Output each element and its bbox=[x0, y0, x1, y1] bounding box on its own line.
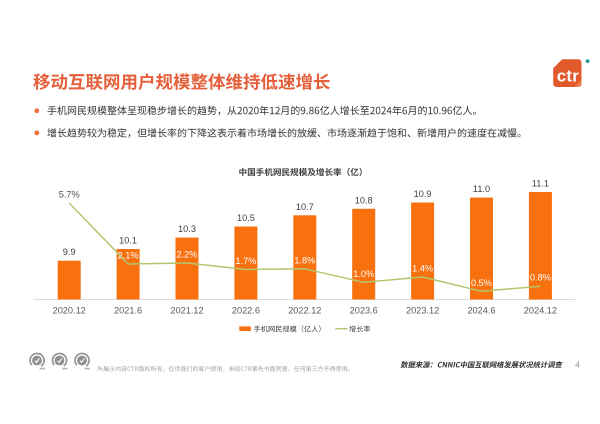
svg-text:11.0: 11.0 bbox=[473, 184, 490, 194]
svg-text:2021.12: 2021.12 bbox=[170, 305, 203, 315]
svg-text:0.5%: 0.5% bbox=[471, 278, 492, 288]
svg-text:2023.12: 2023.12 bbox=[406, 305, 439, 315]
svg-text:10.9: 10.9 bbox=[414, 189, 432, 199]
svg-text:2024.6: 2024.6 bbox=[467, 305, 495, 315]
svg-text:2022.12: 2022.12 bbox=[288, 305, 321, 315]
svg-text:2023.6: 2023.6 bbox=[350, 305, 378, 315]
svg-text:1.8%: 1.8% bbox=[294, 255, 315, 265]
svg-text:9.9: 9.9 bbox=[63, 247, 76, 257]
svg-text:4: 4 bbox=[575, 360, 580, 370]
svg-text:5.7%: 5.7% bbox=[59, 190, 80, 200]
svg-text:2.2%: 2.2% bbox=[177, 250, 198, 260]
svg-text:2024.12: 2024.12 bbox=[524, 305, 557, 315]
svg-text:2.1%: 2.1% bbox=[118, 251, 139, 261]
svg-text:11.1: 11.1 bbox=[532, 179, 549, 189]
svg-text:1.7%: 1.7% bbox=[235, 256, 256, 266]
svg-text:10.8: 10.8 bbox=[355, 195, 373, 205]
svg-text:2022.6: 2022.6 bbox=[232, 305, 260, 315]
svg-text:2021.6: 2021.6 bbox=[114, 305, 142, 315]
svg-text:10.1: 10.1 bbox=[119, 236, 137, 246]
svg-text:2020.12: 2020.12 bbox=[53, 305, 86, 315]
svg-text:10.5: 10.5 bbox=[237, 213, 255, 223]
svg-text:ctr: ctr bbox=[557, 66, 580, 85]
svg-text:0.8%: 0.8% bbox=[530, 273, 551, 283]
svg-text:1.4%: 1.4% bbox=[412, 264, 433, 274]
svg-text:10.3: 10.3 bbox=[178, 224, 196, 234]
svg-text:10.7: 10.7 bbox=[296, 202, 314, 212]
svg-text:1.0%: 1.0% bbox=[353, 269, 374, 279]
